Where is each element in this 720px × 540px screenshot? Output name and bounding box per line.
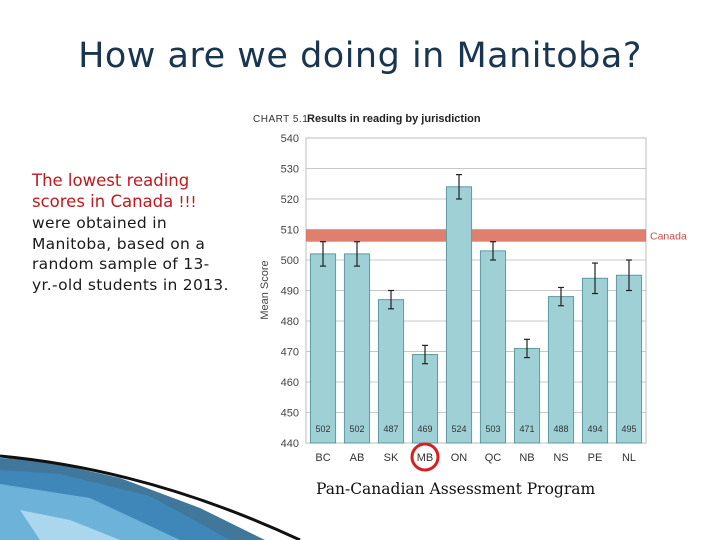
data-label-sk: 487	[383, 424, 398, 434]
chart-number-label: CHART 5.1	[253, 114, 308, 125]
y-tick-540: 540	[281, 133, 299, 145]
highlight-exclamation: !!!	[178, 193, 197, 211]
y-tick-530: 530	[281, 164, 299, 176]
data-label-bc: 502	[315, 424, 330, 434]
y-axis-label: Mean Score	[259, 260, 271, 319]
x-tick-sk: SK	[384, 452, 399, 464]
bar-pe	[581, 277, 609, 444]
bar-bc	[309, 253, 337, 444]
highlight-text: The lowest reading scores in Canada	[32, 171, 190, 211]
bar-on	[445, 186, 473, 444]
slide-title: How are we doing in Manitoba?	[78, 36, 642, 76]
y-tick-490: 490	[281, 286, 299, 298]
bar-ab	[343, 253, 371, 444]
data-label-pe: 494	[587, 424, 602, 434]
x-tick-pe: PE	[588, 452, 603, 464]
x-tick-nl: NL	[622, 452, 636, 464]
bar-nl	[615, 274, 643, 444]
y-tick-470: 470	[281, 347, 299, 359]
side-body-text: were obtained in Manitoba, based on a ra…	[32, 214, 229, 294]
x-tick-nb: NB	[519, 452, 534, 464]
tick-labels-layer: 440 450 460 470 480 490 500 510 520 530 540 BC AB SK M…	[281, 133, 636, 472]
bar-nb	[513, 347, 541, 444]
x-tick-bc: BC	[315, 452, 330, 464]
data-label-ns: 488	[553, 424, 568, 434]
x-tick-mb: MB	[417, 452, 434, 464]
data-label-qc: 503	[485, 424, 500, 434]
lowest-scores-highlight: The lowest reading scores in Canada !!!	[32, 170, 232, 213]
y-tick-440: 440	[281, 438, 299, 450]
data-label-on: 524	[451, 424, 466, 434]
y-tick-510: 510	[281, 225, 299, 237]
data-label-mb: 469	[417, 424, 432, 434]
canada-band	[306, 229, 646, 242]
data-label-ab: 502	[349, 424, 364, 434]
x-tick-on: ON	[451, 452, 468, 464]
y-tick-520: 520	[281, 194, 299, 206]
plot-frame	[305, 137, 647, 444]
y-tick-500: 500	[281, 255, 299, 267]
source-caption: Pan-Canadian Assessment Program	[316, 480, 596, 498]
y-tick-460: 460	[281, 377, 299, 389]
canada-band-layer: Canada	[306, 229, 687, 243]
y-tick-480: 480	[281, 316, 299, 328]
bars-layer: 502 502 487 469 524 503 471 488 494 495	[309, 174, 643, 444]
canada-band-label: Canada	[650, 231, 687, 243]
x-tick-ab: AB	[350, 452, 365, 464]
data-label-nl: 495	[621, 424, 636, 434]
x-tick-qc: QC	[485, 452, 502, 464]
x-tick-ns: NS	[553, 452, 568, 464]
highlight-ring-mb	[410, 442, 440, 472]
bar-ns	[547, 296, 575, 444]
side-text: The lowest reading scores in Canada !!! …	[32, 170, 232, 295]
data-label-nb: 471	[519, 424, 534, 434]
chart-title: Results in reading by jurisdiction	[307, 113, 481, 125]
bar-sk	[377, 299, 405, 444]
y-tick-450: 450	[281, 408, 299, 420]
